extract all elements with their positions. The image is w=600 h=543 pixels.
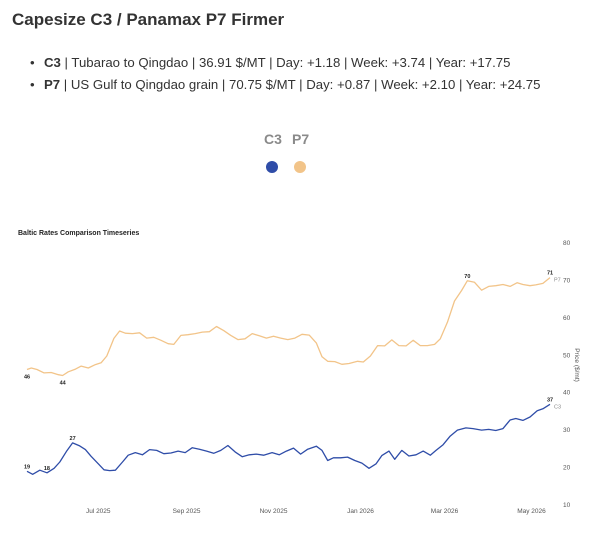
y-tick-label: 40 [563,390,571,397]
legend-label-c3: C3 [264,131,282,147]
y-tick-label: 20 [563,465,571,472]
page-title: Capesize C3 / Panamax P7 Firmer [12,10,285,29]
y-tick-label: 10 [563,502,571,509]
y-tick-label: 60 [563,315,571,322]
data-label: 70 [464,274,470,280]
y-tick-label: 50 [563,352,571,359]
series-end-label: C3 [554,404,561,410]
route-details: | US Gulf to Qingdao grain | 70.75 $/MT … [60,77,541,92]
y-tick-label: 70 [563,277,571,284]
chart-legend: C3 P7 [258,131,318,181]
data-label: 27 [70,436,76,442]
x-tick-label: Sep 2025 [173,508,201,515]
chart-title: Baltic Rates Comparison Timeseries [18,230,139,237]
series-line-p7 [26,277,551,377]
x-tick-label: Mar 2026 [431,508,459,515]
route-symbol: C3 [44,55,61,70]
x-axis: Jul 2025 Sep 2025 Nov 2025 Jan 2026 Mar 2026… [86,508,546,515]
legend-label-p7: P7 [292,131,310,147]
route-symbol: P7 [44,77,61,92]
x-tick-label: Jul 2025 [86,508,111,515]
rates-line-chart: Baltic Rates Comparison Timeseries 10 20 3… [18,230,580,515]
x-tick-label: May 2026 [517,508,546,515]
series-line-c3 [26,403,551,475]
legend-swatch-c3[interactable] [266,161,278,173]
y-tick-label: 30 [563,427,571,434]
data-label: 46 [24,375,30,381]
list-item: • P7 | US Gulf to Qingdao grain | 70.75 $… [30,77,541,92]
x-tick-label: Jan 2026 [347,508,374,515]
route-details: | Tubarao to Qingdao | 36.91 $/MT | Day:… [60,55,511,70]
list-item: • C3 | Tubarao to Qingdao | 36.91 $/MT | … [30,55,511,70]
legend-swatch-p7[interactable] [294,161,306,173]
data-labels: 19 18 27 37 46 44 70 71 [24,271,553,472]
data-label: 37 [547,397,553,403]
series-end-label: P7 [554,278,561,284]
data-label: 19 [24,464,30,470]
data-label: 71 [547,271,553,277]
y-axis-label: Price ($/mt) [573,348,580,382]
y-axis: 10 20 30 40 50 60 70 80 [563,240,571,509]
rate-summary-list: • C3 | Tubarao to Qingdao | 36.91 $/MT | … [30,52,540,96]
series-lines: C3 P7 [26,277,561,475]
x-tick-label: Nov 2025 [260,508,288,515]
data-label: 18 [44,466,50,472]
data-label: 44 [60,380,67,386]
y-tick-label: 80 [563,240,571,247]
